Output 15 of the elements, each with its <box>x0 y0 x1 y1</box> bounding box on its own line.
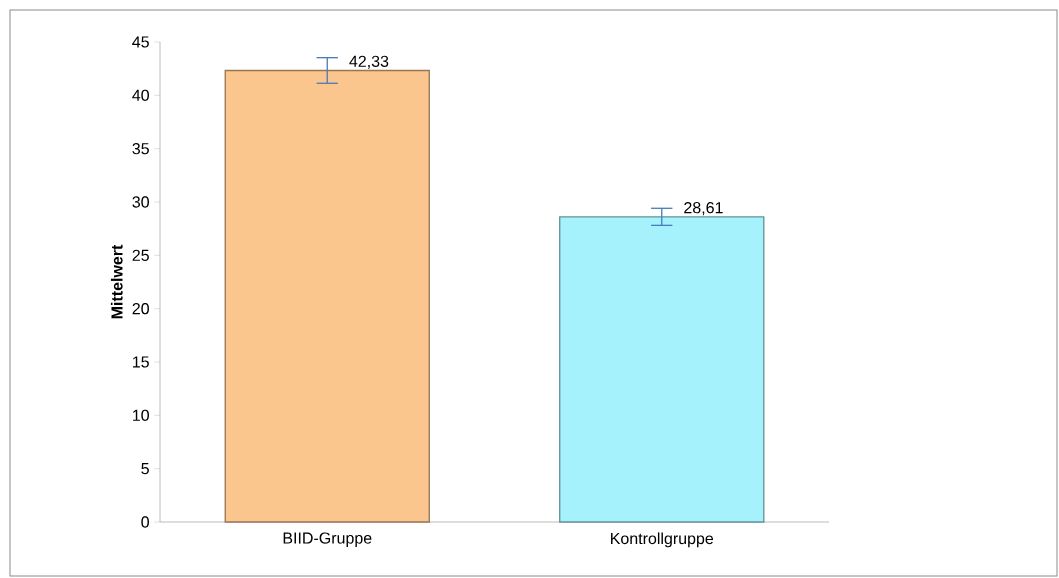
y-tick-label: 15 <box>133 356 149 368</box>
y-tick-label: 40 <box>132 89 149 101</box>
data-label: 42,33 <box>349 55 389 69</box>
y-tick-label: 25 <box>132 249 149 261</box>
y-tick-label: 0 <box>141 516 149 528</box>
x-tick-label: Kontrollgruppe <box>611 532 714 548</box>
y-tick-label: 20 <box>132 303 149 315</box>
y-tick-label: 30 <box>132 196 149 208</box>
y-tick-label: 5 <box>141 463 149 475</box>
y-tick-label: 10 <box>133 409 149 421</box>
x-tick-label: BIID-Gruppe <box>283 532 372 547</box>
y-axis-title: Mittelwert <box>110 244 123 319</box>
data-label: 28,61 <box>684 202 723 216</box>
y-tick-label: 35 <box>132 143 149 155</box>
y-tick-label: 45 <box>132 36 149 48</box>
